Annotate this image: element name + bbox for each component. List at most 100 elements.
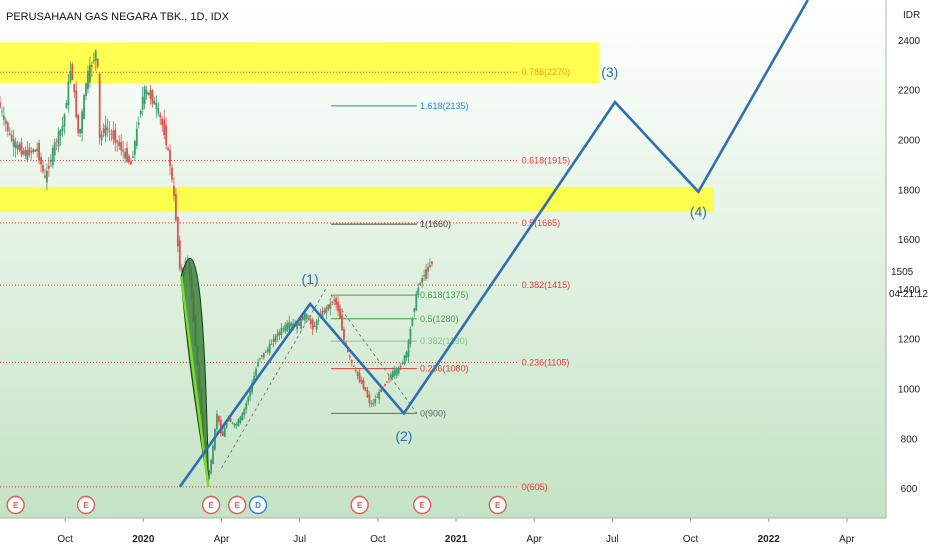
candle-body xyxy=(174,194,177,221)
candle-body xyxy=(284,324,287,332)
candle-body xyxy=(415,293,418,311)
candle-body xyxy=(124,151,126,159)
candle-body xyxy=(102,128,105,134)
wave-label: (4) xyxy=(690,204,707,220)
candle-body xyxy=(343,329,345,340)
candle-body xyxy=(104,124,107,136)
candle-body xyxy=(376,397,379,399)
candle-body xyxy=(235,423,238,426)
candle-body xyxy=(397,367,400,374)
candle-body xyxy=(128,155,130,163)
candle-body xyxy=(229,418,232,423)
candle-body xyxy=(380,389,383,392)
candle-body xyxy=(296,324,298,329)
fib-level-label: 0.382(1415) xyxy=(522,280,571,290)
candle-body xyxy=(55,140,58,142)
candle-body xyxy=(346,349,349,352)
fib-level-label: 0.236(1105) xyxy=(522,357,570,367)
candle-body xyxy=(321,310,324,319)
candle-body xyxy=(300,318,302,329)
candle-body xyxy=(272,338,275,342)
candle-body xyxy=(49,160,52,162)
candle-body xyxy=(36,148,39,152)
small-fib-label: 1(1660) xyxy=(420,219,451,229)
candle-body xyxy=(42,165,44,172)
countdown-label: 04:21:12 xyxy=(889,289,928,300)
currency-label: IDR xyxy=(903,10,920,21)
candle-body xyxy=(130,160,132,165)
candle-body xyxy=(143,86,146,104)
fib-level-label: 0.618(1915) xyxy=(522,156,571,166)
candle-body xyxy=(32,149,35,153)
candle-body xyxy=(388,378,390,380)
candle-body xyxy=(85,83,87,96)
candle-body xyxy=(47,165,50,169)
candle-body xyxy=(69,71,72,83)
candle-body xyxy=(337,301,340,312)
candle-body xyxy=(257,362,259,367)
candle-body xyxy=(155,103,158,109)
candle-body xyxy=(16,144,19,150)
candle-body xyxy=(323,309,326,313)
candle-body xyxy=(83,95,85,120)
event-marker xyxy=(488,495,507,515)
candle-body xyxy=(276,333,279,337)
y-tick-label: 2400 xyxy=(898,36,921,47)
fib-diagonal xyxy=(330,294,418,414)
candle-body xyxy=(298,322,300,326)
candle-body xyxy=(223,427,226,437)
time-axis-panel xyxy=(0,518,932,550)
candle-body xyxy=(401,362,404,364)
candle-body xyxy=(46,170,48,183)
candle-body xyxy=(67,81,70,106)
candle-body xyxy=(77,114,80,134)
candle-body xyxy=(24,149,27,156)
candle-body xyxy=(153,100,156,105)
candle-body xyxy=(360,379,363,384)
candle-body xyxy=(18,144,21,151)
candle-body xyxy=(231,422,234,424)
candle-body xyxy=(159,114,162,118)
x-tick-label: Jul xyxy=(293,534,306,545)
candle-body xyxy=(149,90,152,99)
candle-body xyxy=(431,261,433,265)
event-marker xyxy=(248,495,268,515)
candle-body xyxy=(96,59,99,67)
fib-level-label: 0(605) xyxy=(522,482,548,492)
candle-body xyxy=(307,318,310,321)
candle-body xyxy=(366,389,369,398)
y-tick-label: 1600 xyxy=(898,235,921,246)
candle-body xyxy=(59,129,62,136)
elliott-wave: (1) (2) (3) (4) xyxy=(178,0,809,488)
candle-body xyxy=(403,355,406,365)
candle-body xyxy=(335,298,338,305)
candle-body xyxy=(106,127,109,131)
candle-body xyxy=(163,119,166,136)
trend-diagonal xyxy=(221,288,327,469)
candle-body xyxy=(327,304,330,310)
candle-body xyxy=(73,84,76,93)
x-tick-label: Apr xyxy=(526,534,542,545)
candle-body xyxy=(391,371,394,378)
event-marker xyxy=(6,495,25,515)
candle-body xyxy=(411,318,414,326)
candle-body xyxy=(126,147,128,162)
candle-body xyxy=(135,128,138,146)
y-tick-label: 1200 xyxy=(898,335,921,346)
candle-body xyxy=(161,118,164,126)
candle-body xyxy=(165,125,168,146)
candle-body xyxy=(63,114,66,127)
candle-body xyxy=(147,92,150,95)
candle-body xyxy=(157,107,160,114)
x-axis: Oct 2020 Apr Jul Oct 2021 Apr Jul Oct 2022 Apr xyxy=(57,518,855,545)
small-fib-label: 0(900) xyxy=(420,408,446,418)
candle-body xyxy=(348,355,351,358)
candle-body xyxy=(40,156,42,165)
event-marker xyxy=(412,495,432,515)
y-tick-label: 1400 xyxy=(898,285,921,296)
candle-body xyxy=(65,102,68,109)
event-marker xyxy=(350,495,369,515)
candle-body xyxy=(245,402,248,410)
